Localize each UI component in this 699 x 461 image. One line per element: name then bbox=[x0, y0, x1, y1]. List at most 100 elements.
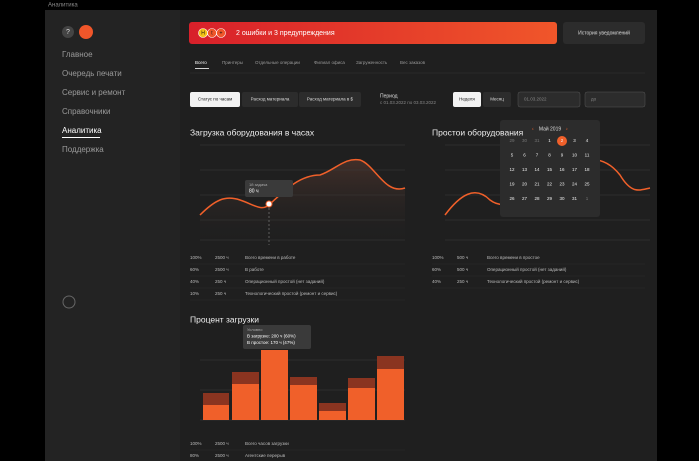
calendar-day[interactable]: 31 bbox=[572, 196, 578, 201]
calendar-month: Май 2019 bbox=[539, 125, 562, 132]
calendar-day[interactable]: 29 bbox=[509, 138, 515, 143]
calendar-day[interactable]: 14 bbox=[534, 167, 540, 172]
legend-cell: Всего часов загрузки bbox=[245, 441, 289, 446]
calendar-day[interactable]: 23 bbox=[559, 182, 565, 187]
legend-cell: 2500 ч bbox=[215, 453, 229, 458]
range-button[interactable] bbox=[483, 92, 511, 107]
calendar-day[interactable]: 1 bbox=[586, 196, 589, 201]
nav-item[interactable]: Аналитика bbox=[62, 126, 102, 135]
calendar-day[interactable]: 26 bbox=[509, 196, 515, 201]
tab[interactable]: Вес заказов bbox=[400, 60, 426, 65]
calendar-day[interactable]: 1 bbox=[548, 138, 551, 143]
alert-message: 2 ошибки и 3 предупреждения bbox=[236, 29, 335, 37]
avatar[interactable] bbox=[79, 25, 93, 39]
mode-button[interactable] bbox=[299, 92, 361, 107]
alert-badge-label: Н bbox=[201, 30, 205, 36]
nav-item[interactable]: Справочники bbox=[62, 107, 110, 116]
tab[interactable]: Всего bbox=[195, 60, 207, 65]
calendar-day[interactable]: 31 bbox=[534, 138, 540, 143]
calendar-day[interactable]: 30 bbox=[522, 138, 528, 143]
percent-title: Процент загрузки bbox=[190, 314, 259, 324]
percent-bars bbox=[203, 350, 404, 420]
percent-tooltip-text: В простое: 170 ч (47%) bbox=[247, 340, 295, 345]
calendar-day[interactable]: 16 bbox=[559, 167, 565, 172]
period-value: с 01.03.2022 по 03.03.2022 bbox=[380, 100, 436, 105]
legend-cell: 2500 ч bbox=[215, 267, 229, 272]
calendar-day[interactable]: 12 bbox=[509, 167, 515, 172]
legend-cell: Всего времени в простое bbox=[487, 255, 540, 260]
history-button[interactable] bbox=[563, 22, 645, 44]
calendar-day[interactable]: 24 bbox=[572, 182, 578, 187]
tab[interactable]: Принтеры bbox=[222, 60, 243, 65]
calendar-day[interactable]: 22 bbox=[547, 182, 553, 187]
mode-button[interactable] bbox=[242, 92, 298, 107]
range-label: Месяц bbox=[490, 97, 504, 102]
calendar-day[interactable]: 28 bbox=[534, 196, 540, 201]
calendar-next[interactable]: › bbox=[566, 126, 568, 132]
legend-cell: 250 ч bbox=[215, 291, 227, 296]
tab[interactable]: Филиал офиса bbox=[314, 60, 345, 65]
calendar-day[interactable]: 8 bbox=[548, 153, 551, 158]
nav-item[interactable]: Поддержка bbox=[62, 145, 104, 154]
tab[interactable]: Отдельные операции bbox=[255, 60, 300, 65]
tab[interactable]: Загруженность bbox=[356, 60, 388, 65]
date-from-input[interactable] bbox=[517, 91, 581, 108]
date-to-input[interactable] bbox=[584, 91, 646, 108]
calendar-day[interactable]: 29 bbox=[547, 196, 553, 201]
mode-button[interactable] bbox=[190, 92, 240, 107]
calendar-day[interactable]: 13 bbox=[522, 167, 528, 172]
calendar-day[interactable]: 25 bbox=[584, 182, 590, 187]
range-label: Неделя bbox=[459, 97, 475, 102]
help-icon[interactable] bbox=[62, 26, 74, 38]
percent-tooltip-text: Условно bbox=[247, 327, 263, 332]
legend-cell: 100% bbox=[190, 441, 202, 446]
calendar-day[interactable]: 3 bbox=[573, 138, 576, 143]
load-tooltip-text: 80 ч bbox=[249, 188, 259, 194]
calendar-day[interactable]: 2 bbox=[561, 138, 564, 143]
calendar-day[interactable]: 20 bbox=[522, 182, 528, 187]
calendar-day[interactable]: 27 bbox=[522, 196, 528, 201]
nav-underline bbox=[62, 137, 100, 138]
legend-cell: В работе bbox=[245, 267, 264, 272]
nav-item[interactable]: Главное bbox=[62, 50, 93, 59]
calendar-day[interactable]: 11 bbox=[585, 153, 590, 158]
nav-item[interactable]: Сервис и ремонт bbox=[62, 88, 126, 97]
calendar-popup bbox=[500, 120, 600, 217]
load-area bbox=[200, 159, 405, 245]
calendar-day[interactable]: 15 bbox=[547, 167, 553, 172]
legend-cell: 2500 ч bbox=[215, 441, 229, 446]
logout-icon[interactable] bbox=[62, 295, 76, 309]
legend-cell: 500 ч bbox=[457, 255, 469, 260]
legend-cell: 10% bbox=[190, 291, 199, 296]
percent-tooltip bbox=[243, 325, 311, 349]
legend-cell: 80% bbox=[190, 453, 199, 458]
tab-underline bbox=[195, 68, 209, 69]
load-tooltip-text: 1й задача bbox=[249, 182, 268, 187]
calendar-prev[interactable]: ‹ bbox=[532, 126, 534, 132]
legend-cell: 60% bbox=[432, 267, 441, 272]
calendar-day[interactable]: 30 bbox=[559, 196, 565, 201]
calendar-day[interactable]: 21 bbox=[534, 182, 540, 187]
calendar-day[interactable]: 17 bbox=[572, 167, 578, 172]
calendar-day[interactable]: 18 bbox=[584, 167, 590, 172]
range-button[interactable] bbox=[453, 92, 481, 107]
calendar-day[interactable]: 10 bbox=[572, 153, 578, 158]
legend-cell: Технологический простой (ремонт и сервис… bbox=[487, 278, 580, 284]
hover-point[interactable] bbox=[265, 200, 273, 208]
nav-item[interactable]: Очередь печати bbox=[62, 69, 122, 78]
calendar-day[interactable]: 6 bbox=[523, 153, 526, 158]
legend-cell: 40% bbox=[190, 279, 199, 284]
legend-cell: 100% bbox=[190, 255, 202, 260]
calendar-day[interactable]: 4 bbox=[586, 138, 589, 143]
calendar-day[interactable]: 5 bbox=[511, 153, 514, 158]
load-tooltip bbox=[245, 180, 293, 197]
calendar-day[interactable]: 7 bbox=[536, 153, 539, 158]
alert-badge-label: + bbox=[220, 30, 223, 36]
legend-cell: Агентские перерыв bbox=[245, 453, 286, 458]
calendar-day[interactable]: 19 bbox=[509, 182, 515, 187]
calendar-day[interactable]: 9 bbox=[561, 153, 564, 158]
sidebar bbox=[45, 10, 180, 461]
date-from: 01.03.2022 bbox=[524, 97, 547, 102]
help-glyph: ? bbox=[66, 29, 70, 36]
